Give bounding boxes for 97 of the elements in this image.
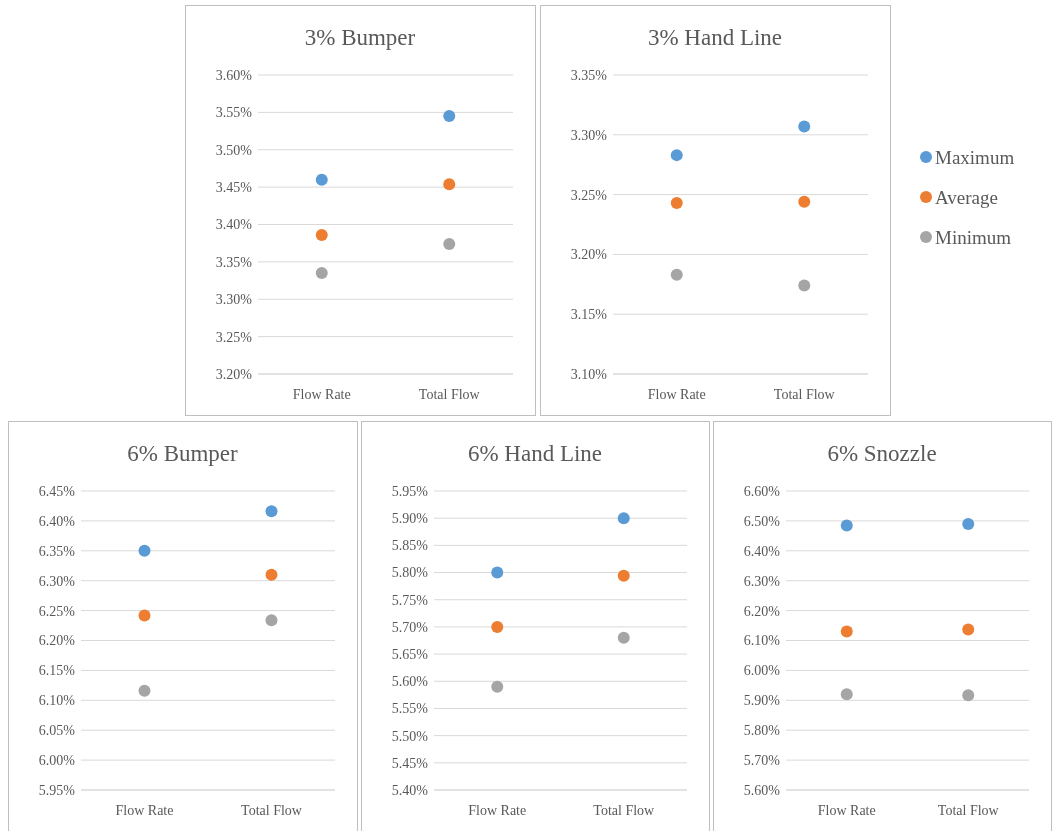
x-tick-label: Flow Rate <box>292 387 351 402</box>
y-tick-label: 6.00% <box>743 663 781 679</box>
y-tick-label: 3.40% <box>215 217 253 233</box>
point <box>670 268 683 281</box>
point <box>491 620 504 633</box>
point <box>491 680 504 693</box>
point <box>798 120 811 133</box>
point <box>138 544 151 557</box>
y-tick-label: 5.75% <box>391 592 429 608</box>
y-tick-label: 5.55% <box>391 701 429 717</box>
y-tick-label: 3.15% <box>570 307 608 323</box>
y-tick-label: 3.35% <box>570 67 608 83</box>
y-tick-label: 5.90% <box>743 693 781 709</box>
point <box>443 237 456 250</box>
x-tick-label: Total Flow <box>937 803 1000 818</box>
x-tick-label: Total Flow <box>773 387 836 402</box>
y-tick-label: 6.35% <box>38 543 76 559</box>
y-tick-label: 3.60% <box>215 67 253 83</box>
y-tick-label: 5.80% <box>391 565 429 581</box>
point <box>617 512 630 525</box>
y-tick-label: 5.90% <box>391 511 429 527</box>
y-tick-label: 3.30% <box>215 292 253 308</box>
point <box>617 569 630 582</box>
point <box>315 228 328 241</box>
y-tick-label: 6.20% <box>743 603 781 619</box>
y-tick-label: 5.70% <box>743 753 781 768</box>
y-tick-label: 6.60% <box>743 483 781 499</box>
x-tick-label: Total Flow <box>418 387 481 402</box>
y-tick-label: 3.25% <box>215 329 253 345</box>
point <box>840 519 853 532</box>
y-tick-label: 6.20% <box>38 633 76 649</box>
y-tick-label: 3.25% <box>570 187 608 203</box>
y-tick-label: 5.85% <box>391 538 429 554</box>
x-tick-label: Flow Rate <box>647 387 706 402</box>
y-tick-label: 5.40% <box>391 782 429 798</box>
y-tick-label: 6.00% <box>38 753 76 768</box>
x-tick-label: Flow Rate <box>115 803 174 818</box>
chart-title: 3% Bumper <box>304 25 416 50</box>
point <box>443 178 456 191</box>
y-tick-label: 6.50% <box>743 513 781 529</box>
y-tick-label: 6.45% <box>38 483 76 499</box>
x-tick-label: Flow Rate <box>817 803 876 818</box>
y-tick-label: 6.10% <box>743 633 781 649</box>
y-tick-label: 5.70% <box>391 619 429 635</box>
y-tick-label: 5.50% <box>391 728 429 744</box>
point <box>265 505 278 518</box>
point <box>670 196 683 209</box>
y-tick-label: 6.30% <box>38 573 76 589</box>
y-tick-label: 3.55% <box>215 105 253 121</box>
point <box>962 623 975 636</box>
point <box>840 688 853 701</box>
y-tick-label: 5.65% <box>391 646 429 662</box>
y-tick-label: 6.25% <box>38 603 76 619</box>
point <box>315 267 328 280</box>
point <box>962 517 975 530</box>
point <box>798 195 811 208</box>
legend-label: Average <box>935 186 998 208</box>
y-tick-label: 3.30% <box>570 127 608 143</box>
y-tick-label: 6.40% <box>743 543 781 559</box>
point <box>443 110 456 123</box>
point <box>315 173 328 186</box>
y-tick-label: 5.95% <box>391 483 429 499</box>
y-tick-label: 5.80% <box>743 723 781 739</box>
y-tick-label: 6.15% <box>38 663 76 679</box>
point <box>265 568 278 581</box>
legend-label: Minimum <box>935 226 1012 248</box>
y-tick-label: 3.45% <box>215 180 253 196</box>
x-tick-label: Flow Rate <box>468 803 527 818</box>
point <box>840 625 853 638</box>
point <box>138 609 151 622</box>
y-tick-label: 6.40% <box>38 513 76 529</box>
y-tick-label: 6.30% <box>743 573 781 589</box>
x-tick-label: Total Flow <box>593 803 656 818</box>
point <box>798 279 811 292</box>
y-tick-label: 3.35% <box>215 254 253 270</box>
point <box>491 566 504 579</box>
y-tick-label: 6.10% <box>38 693 76 709</box>
y-tick-label: 5.60% <box>391 674 429 690</box>
y-tick-label: 5.95% <box>38 782 76 798</box>
x-tick-label: Total Flow <box>241 803 303 818</box>
point <box>670 149 683 162</box>
chart-title: 6% Snozzle <box>827 441 937 466</box>
y-tick-label: 5.45% <box>391 755 429 771</box>
y-tick-label: 3.20% <box>215 366 253 382</box>
y-tick-label: 3.10% <box>570 366 608 382</box>
legend-label: Maximum <box>935 146 1015 168</box>
y-tick-label: 3.20% <box>570 247 608 263</box>
y-tick-label: 5.60% <box>743 782 781 798</box>
y-tick-label: 6.05% <box>38 723 76 739</box>
point <box>617 631 630 644</box>
point <box>962 689 975 702</box>
y-tick-label: 3.50% <box>215 142 253 158</box>
point <box>138 684 151 697</box>
chart-title: 3% Hand Line <box>647 25 783 50</box>
point <box>265 614 278 627</box>
chart-title: 6% Bumper <box>127 441 239 466</box>
chart-title: 6% Hand Line <box>467 441 603 466</box>
